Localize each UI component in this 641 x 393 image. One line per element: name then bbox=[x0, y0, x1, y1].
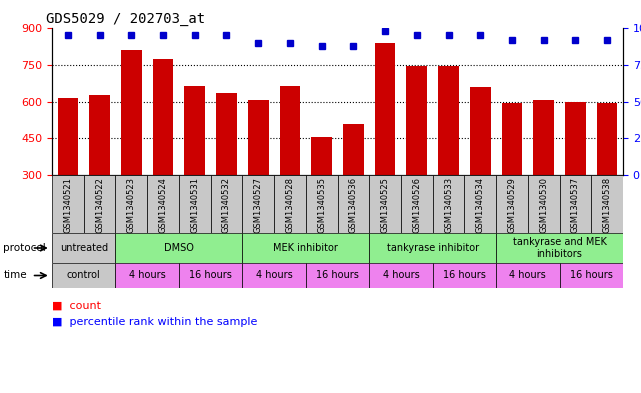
Bar bbox=[153, 59, 173, 175]
Text: 16 hours: 16 hours bbox=[316, 270, 359, 281]
Text: GSM1340521: GSM1340521 bbox=[63, 177, 72, 233]
Bar bbox=[242, 233, 369, 263]
Text: 4 hours: 4 hours bbox=[510, 270, 546, 281]
Text: MEK inhibitor: MEK inhibitor bbox=[273, 243, 338, 253]
Bar bbox=[52, 263, 115, 288]
Bar bbox=[496, 175, 528, 233]
Bar bbox=[52, 233, 115, 263]
Text: protocol: protocol bbox=[3, 243, 46, 253]
Bar bbox=[369, 263, 433, 288]
Bar bbox=[369, 175, 401, 233]
Text: GSM1340537: GSM1340537 bbox=[571, 177, 580, 233]
Bar bbox=[89, 95, 110, 175]
Bar bbox=[597, 103, 617, 175]
Text: 4 hours: 4 hours bbox=[129, 270, 165, 281]
Bar bbox=[464, 175, 496, 233]
Text: GSM1340526: GSM1340526 bbox=[412, 177, 421, 233]
Bar bbox=[560, 175, 591, 233]
Bar bbox=[115, 175, 147, 233]
Text: GSM1340530: GSM1340530 bbox=[539, 177, 548, 233]
Text: tankyrase inhibitor: tankyrase inhibitor bbox=[387, 243, 479, 253]
Text: GSM1340534: GSM1340534 bbox=[476, 177, 485, 233]
Text: tankyrase and MEK
inhibitors: tankyrase and MEK inhibitors bbox=[513, 237, 606, 259]
Text: GSM1340531: GSM1340531 bbox=[190, 177, 199, 233]
Text: ■  percentile rank within the sample: ■ percentile rank within the sample bbox=[52, 317, 258, 327]
Bar bbox=[312, 137, 332, 175]
Text: ■  count: ■ count bbox=[52, 301, 101, 311]
Bar bbox=[433, 175, 464, 233]
Bar bbox=[58, 98, 78, 175]
Bar bbox=[438, 66, 459, 175]
Bar bbox=[274, 175, 306, 233]
Bar bbox=[560, 263, 623, 288]
Bar bbox=[591, 175, 623, 233]
Text: time: time bbox=[3, 270, 27, 281]
Text: untreated: untreated bbox=[60, 243, 108, 253]
Bar bbox=[433, 263, 496, 288]
Text: GDS5029 / 202703_at: GDS5029 / 202703_at bbox=[46, 12, 204, 26]
Bar bbox=[343, 123, 363, 175]
Text: GSM1340532: GSM1340532 bbox=[222, 177, 231, 233]
Bar bbox=[179, 175, 211, 233]
Bar bbox=[242, 175, 274, 233]
Bar bbox=[533, 100, 554, 175]
Text: GSM1340522: GSM1340522 bbox=[95, 177, 104, 233]
Bar bbox=[306, 175, 338, 233]
Text: GSM1340535: GSM1340535 bbox=[317, 177, 326, 233]
Bar bbox=[565, 101, 586, 175]
Bar bbox=[406, 66, 427, 175]
Bar bbox=[211, 175, 242, 233]
Bar bbox=[179, 263, 242, 288]
Text: 16 hours: 16 hours bbox=[570, 270, 613, 281]
Bar bbox=[147, 175, 179, 233]
Bar bbox=[115, 263, 179, 288]
Text: 16 hours: 16 hours bbox=[189, 270, 232, 281]
Text: GSM1340538: GSM1340538 bbox=[603, 177, 612, 233]
Text: GSM1340528: GSM1340528 bbox=[285, 177, 294, 233]
Bar bbox=[84, 175, 115, 233]
Bar bbox=[502, 103, 522, 175]
Text: GSM1340536: GSM1340536 bbox=[349, 177, 358, 233]
Bar bbox=[52, 175, 84, 233]
Text: DMSO: DMSO bbox=[164, 243, 194, 253]
Bar bbox=[528, 175, 560, 233]
Text: GSM1340525: GSM1340525 bbox=[381, 177, 390, 233]
Bar bbox=[115, 233, 242, 263]
Bar bbox=[279, 86, 300, 175]
Bar bbox=[185, 86, 205, 175]
Text: GSM1340529: GSM1340529 bbox=[508, 177, 517, 233]
Bar bbox=[369, 233, 496, 263]
Text: 16 hours: 16 hours bbox=[443, 270, 486, 281]
Bar bbox=[496, 263, 560, 288]
Bar bbox=[248, 100, 269, 175]
Bar bbox=[496, 233, 623, 263]
Text: GSM1340524: GSM1340524 bbox=[158, 177, 167, 233]
Text: 4 hours: 4 hours bbox=[256, 270, 292, 281]
Text: GSM1340527: GSM1340527 bbox=[254, 177, 263, 233]
Bar bbox=[375, 43, 395, 175]
Text: GSM1340533: GSM1340533 bbox=[444, 177, 453, 233]
Bar bbox=[470, 87, 490, 175]
Bar bbox=[306, 263, 369, 288]
Bar bbox=[216, 93, 237, 175]
Text: GSM1340523: GSM1340523 bbox=[127, 177, 136, 233]
Bar bbox=[121, 50, 142, 175]
Bar bbox=[338, 175, 369, 233]
Bar bbox=[401, 175, 433, 233]
Text: 4 hours: 4 hours bbox=[383, 270, 419, 281]
Text: control: control bbox=[67, 270, 101, 281]
Bar bbox=[242, 263, 306, 288]
